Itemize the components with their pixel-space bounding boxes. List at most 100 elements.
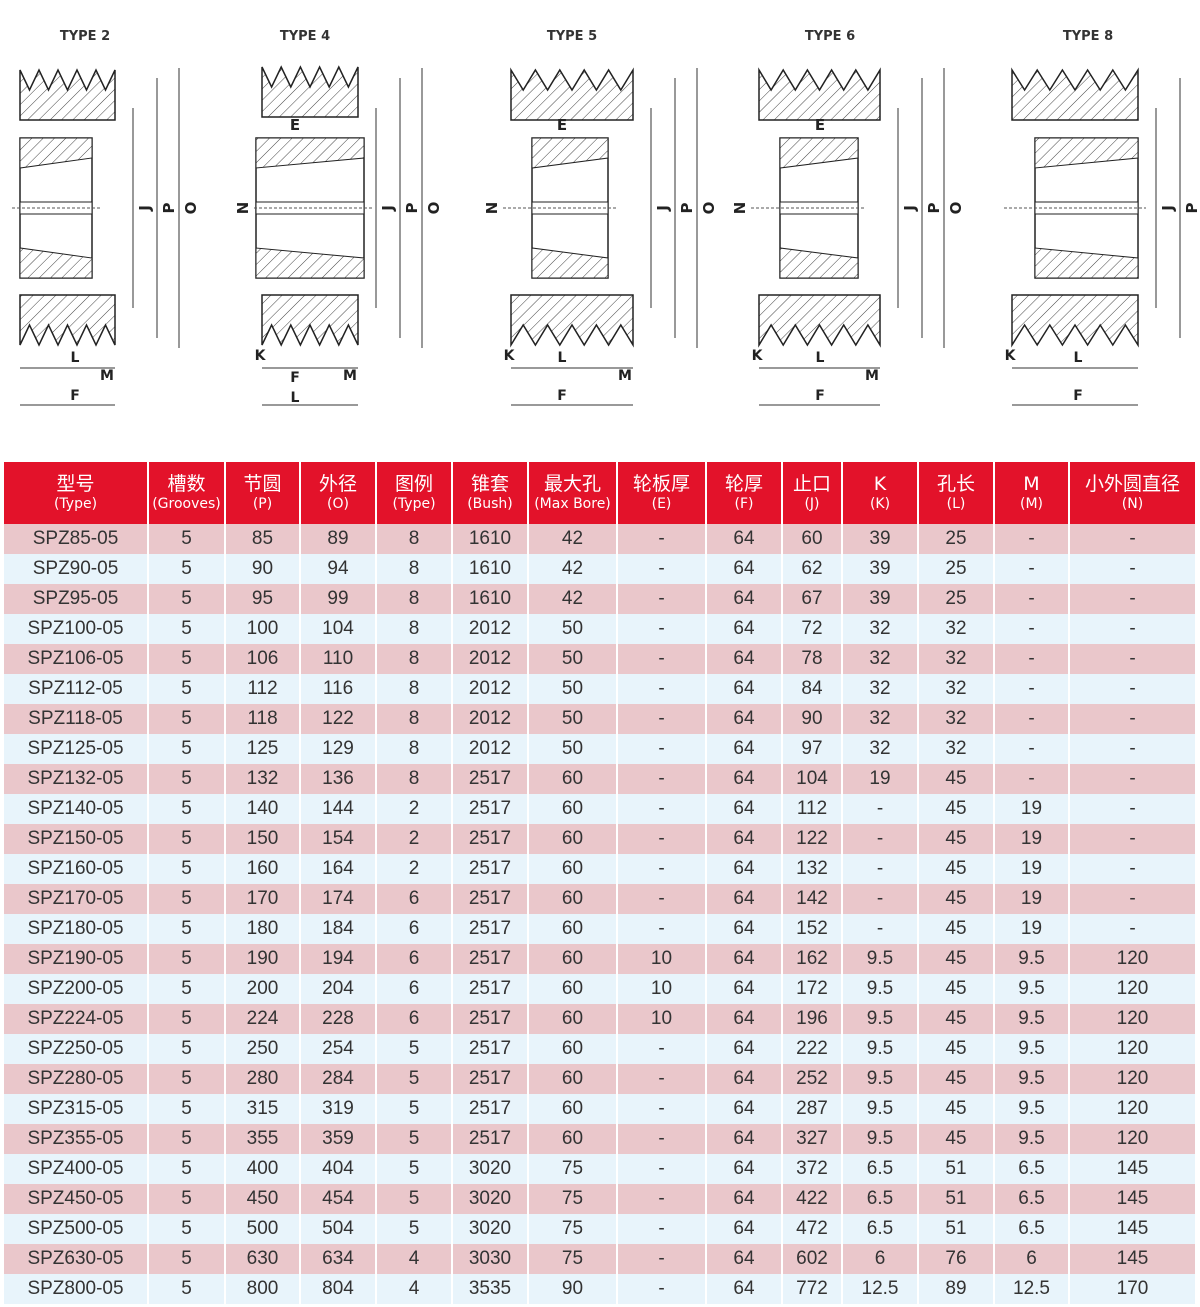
table-cell: SPZ500-05 [4, 1214, 149, 1244]
diagram-title: TYPE 5 [547, 29, 597, 44]
table-cell: 64 [706, 1214, 783, 1244]
dimension-label: F [1073, 388, 1083, 404]
table-cell: 1610 [452, 554, 529, 584]
column-header-en: (F) [734, 495, 754, 512]
table-cell: 164 [300, 854, 377, 884]
column-header-zh: 孔长 [936, 473, 975, 496]
dimension-label: K [255, 348, 267, 364]
table-cell: 132 [782, 854, 843, 884]
table-cell: SPZ160-05 [4, 854, 149, 884]
table-cell: - [994, 644, 1070, 674]
table-cell: 8 [376, 644, 453, 674]
table-cell: 136 [300, 764, 377, 794]
table-row: SPZ95-05 5 95 99 8 1610 42-64 67 39 25- - [4, 584, 1197, 614]
table-cell: 472 [782, 1214, 843, 1244]
table-cell: 6.5 [994, 1184, 1070, 1214]
table-cell: 5 [148, 824, 226, 854]
table-cell: 60 [528, 854, 618, 884]
table-cell: 10 [617, 944, 707, 974]
column-header-en: (Grooves) [152, 495, 221, 512]
table-cell: SPZ250-05 [4, 1034, 149, 1064]
table-cell: 75 [528, 1184, 618, 1214]
table-cell: 170 [1069, 1274, 1197, 1304]
table-cell: 45 [918, 1124, 995, 1154]
table-cell: 145 [1069, 1244, 1197, 1274]
table-cell: 204 [300, 974, 377, 1004]
table-cell: - [842, 794, 919, 824]
column-header-en: (Type) [53, 495, 98, 512]
table-cell: SPZ280-05 [4, 1064, 149, 1094]
table-cell: - [617, 1184, 707, 1214]
table-cell: - [994, 554, 1070, 584]
table-cell: 19 [994, 824, 1070, 854]
table-cell: 5 [376, 1034, 453, 1064]
table-header-row: 型号 (Type) 槽数 (Grooves) 节圆 (P) 外径 (O) 图例 (Type) 锥套(… [4, 462, 1197, 524]
table-row: SPZ355-05 5 355 359 5 2517 60-64 327 9.5 45 9.5 120 [4, 1124, 1197, 1154]
table-cell: 120 [1069, 1094, 1197, 1124]
table-cell: 5 [376, 1184, 453, 1214]
column-header: 轮板厚 (E) [617, 462, 707, 524]
table-cell: 5 [148, 1274, 226, 1304]
table-cell: 6 [376, 1004, 453, 1034]
table-cell: 45 [918, 794, 995, 824]
table-cell: SPZ112-05 [4, 674, 149, 704]
table-cell: 5 [148, 974, 226, 1004]
table-cell: 45 [918, 914, 995, 944]
table-cell: - [994, 584, 1070, 614]
table-cell: 9.5 [994, 944, 1070, 974]
table-row: SPZ800-05 5 800 804 4 3535 90-64 772 12.5 89 12.5 1… [4, 1274, 1197, 1304]
table-cell: 144 [300, 794, 377, 824]
table-cell: - [617, 1124, 707, 1154]
table-row: SPZ112-05 5 112 116 8 2012 50-64 84 32 32- - [4, 674, 1197, 704]
dimension-label: P [403, 203, 421, 214]
table-cell: SPZ118-05 [4, 704, 149, 734]
table-cell: 5 [148, 764, 226, 794]
table-row: SPZ200-05 5 200 204 6 2517 60 10 64 172 9.5 45 9.5 12… [4, 974, 1197, 1004]
table-cell: 252 [782, 1064, 843, 1094]
table-cell: - [617, 704, 707, 734]
table-row: SPZ140-05 5 140 144 2 2517 60-64 112-45 19- [4, 794, 1197, 824]
table-cell: 32 [918, 614, 995, 644]
table-cell: 630 [225, 1244, 301, 1274]
table-cell: 89 [918, 1274, 995, 1304]
dimension-label: M [865, 368, 879, 384]
table-cell: 9.5 [994, 1124, 1070, 1154]
table-cell: - [1069, 584, 1197, 614]
table-cell: 319 [300, 1094, 377, 1124]
table-cell: 25 [918, 584, 995, 614]
dimension-label: E [815, 116, 825, 134]
column-header-zh: 槽数 [167, 473, 206, 496]
table-cell: 6 [994, 1244, 1070, 1274]
table-cell: - [1069, 884, 1197, 914]
table-cell: 5 [148, 1004, 226, 1034]
table-cell: 75 [528, 1214, 618, 1244]
table-cell: 64 [706, 944, 783, 974]
dimension-label: K [504, 348, 516, 364]
table-cell: 9.5 [994, 1034, 1070, 1064]
table-cell: 120 [1069, 1004, 1197, 1034]
table-cell: SPZ90-05 [4, 554, 149, 584]
table-cell: 64 [706, 644, 783, 674]
table-row: SPZ224-05 5 224 228 6 2517 60 10 64 196 9.5 45 9.5 12… [4, 1004, 1197, 1034]
dimension-label: P [160, 203, 178, 214]
table-cell: SPZ800-05 [4, 1274, 149, 1304]
table-cell: 2517 [452, 1004, 529, 1034]
table-cell: 5 [148, 794, 226, 824]
table-cell: 9.5 [842, 974, 919, 1004]
table-cell: 32 [842, 614, 919, 644]
table-cell: 64 [706, 1094, 783, 1124]
table-cell: 3020 [452, 1184, 529, 1214]
table-cell: 32 [842, 644, 919, 674]
column-header-zh: 型号 [56, 473, 95, 496]
table-cell: 51 [918, 1184, 995, 1214]
table-cell: 45 [918, 1004, 995, 1034]
dimension-label: O [947, 202, 965, 215]
table-cell: 32 [842, 704, 919, 734]
dimension-label: L [291, 390, 300, 406]
table-cell: 97 [782, 734, 843, 764]
table-cell: 19 [994, 854, 1070, 884]
table-cell: 224 [225, 1004, 301, 1034]
column-header: 锥套 (Bush) [452, 462, 529, 524]
table-cell: - [617, 1214, 707, 1244]
table-cell: 145 [1069, 1184, 1197, 1214]
